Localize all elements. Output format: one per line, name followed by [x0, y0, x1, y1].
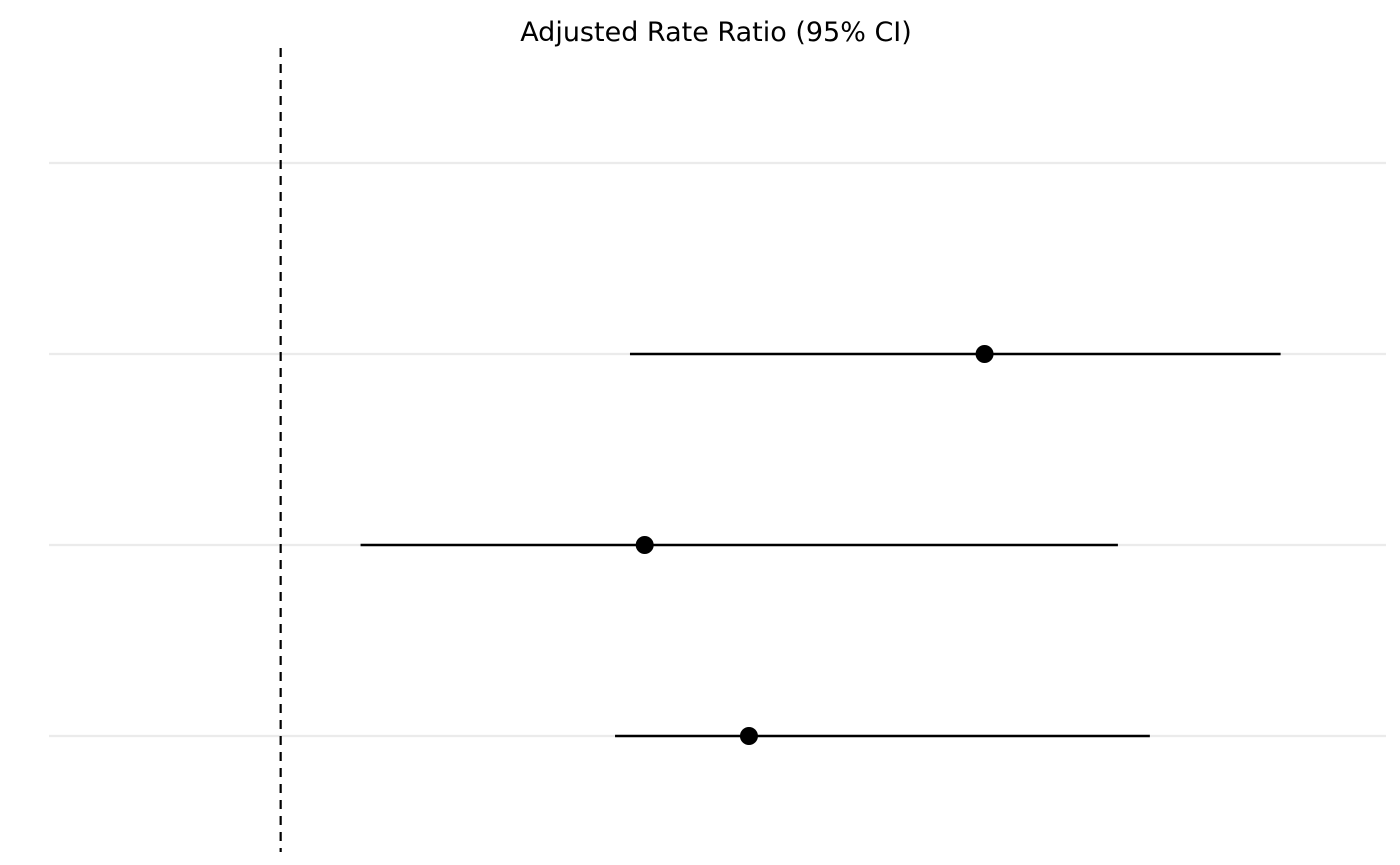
grid-lines	[49, 161, 1386, 738]
point-estimate	[975, 345, 994, 363]
point-estimate	[739, 727, 758, 745]
chart-title: Adjusted Rate Ratio (95% CI)	[520, 17, 912, 48]
data-marks	[360, 345, 1281, 745]
point-estimate	[635, 536, 654, 554]
